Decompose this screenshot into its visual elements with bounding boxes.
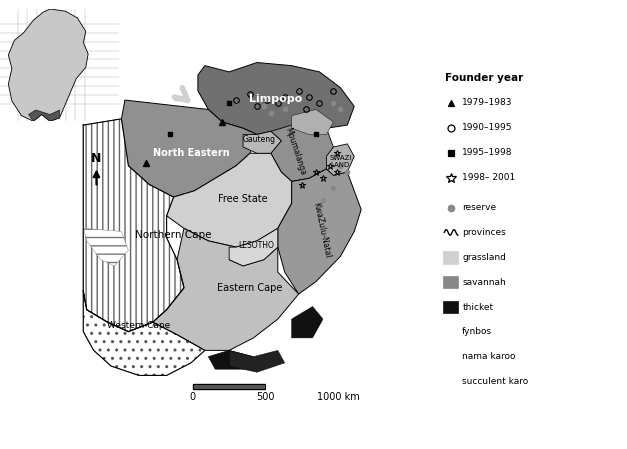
Text: LESOTHO: LESOTHO <box>238 241 274 250</box>
Text: Limpopo: Limpopo <box>250 93 303 104</box>
Polygon shape <box>83 229 129 266</box>
Text: thicket: thicket <box>462 303 493 312</box>
Text: fynbos: fynbos <box>462 327 492 336</box>
Polygon shape <box>271 125 334 181</box>
Polygon shape <box>153 229 298 350</box>
Bar <box>443 351 458 363</box>
Polygon shape <box>278 169 361 294</box>
Text: Western Cape: Western Cape <box>107 321 171 330</box>
Text: succulent karo: succulent karo <box>462 377 529 386</box>
Polygon shape <box>8 9 88 121</box>
Polygon shape <box>229 229 278 266</box>
Text: provinces: provinces <box>462 228 506 237</box>
Bar <box>443 326 458 338</box>
Text: 1979–1983: 1979–1983 <box>462 98 513 107</box>
Polygon shape <box>167 153 292 247</box>
Text: reserve: reserve <box>462 203 497 212</box>
Text: 1998– 2001: 1998– 2001 <box>462 173 515 182</box>
Text: North Eastern: North Eastern <box>152 148 229 158</box>
Polygon shape <box>122 100 257 197</box>
Text: 0: 0 <box>189 392 196 402</box>
Polygon shape <box>198 62 354 135</box>
Polygon shape <box>83 119 184 332</box>
Text: Free State: Free State <box>218 194 268 204</box>
Text: 1990–1995: 1990–1995 <box>462 123 513 132</box>
Text: N: N <box>92 152 102 165</box>
Text: Gauteng: Gauteng <box>242 135 275 144</box>
Text: 1995–1998: 1995–1998 <box>462 148 513 157</box>
Polygon shape <box>208 350 253 369</box>
Bar <box>265 384 339 389</box>
Text: grassland: grassland <box>462 253 506 262</box>
Bar <box>443 301 458 313</box>
Polygon shape <box>83 291 205 375</box>
Polygon shape <box>292 110 334 135</box>
Text: Mpumalanga: Mpumalanga <box>283 127 307 177</box>
Text: 500: 500 <box>256 392 275 402</box>
Text: 1000 km: 1000 km <box>317 392 360 402</box>
Text: Eastern Cape: Eastern Cape <box>218 283 283 293</box>
Polygon shape <box>292 307 323 338</box>
Bar <box>443 251 458 264</box>
Text: KwaZulu-Natal: KwaZulu-Natal <box>311 201 332 259</box>
Polygon shape <box>229 350 285 372</box>
Text: savannah: savannah <box>462 277 506 287</box>
Text: Founder year: Founder year <box>445 73 524 83</box>
Polygon shape <box>29 110 60 121</box>
Bar <box>192 384 265 389</box>
Polygon shape <box>243 132 282 153</box>
Text: Northern Cape: Northern Cape <box>135 229 212 240</box>
Text: nama karoo: nama karoo <box>462 352 516 361</box>
Bar <box>192 384 265 389</box>
Bar <box>443 276 458 288</box>
Bar <box>443 375 458 388</box>
Text: SWAZI
LAND: SWAZI LAND <box>329 154 352 167</box>
Polygon shape <box>327 144 354 175</box>
